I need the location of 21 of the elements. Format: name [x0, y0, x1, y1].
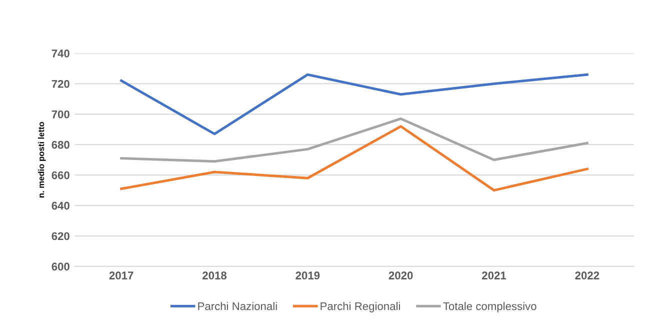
legend-label: Parchi Nazionali: [198, 302, 277, 310]
y-tick-label: 680: [52, 140, 70, 149]
y-tick-label: 660: [52, 171, 70, 180]
line-series: [120, 117, 588, 163]
y-tick-label: 620: [52, 232, 70, 240]
x-tick-label: 2017: [109, 272, 134, 280]
x-tick-label: 2022: [575, 272, 600, 280]
x-tick-label: 2021: [482, 272, 506, 280]
x-tick-label: 2018: [202, 272, 227, 280]
y-axis-title: n. medio posti letto: [38, 122, 46, 198]
x-tick-label: 2019: [296, 272, 320, 280]
line-series: [120, 73, 588, 136]
line-series: [120, 125, 588, 192]
legend-label: Parchi Regionali: [320, 302, 400, 312]
legend-label: Totale complessivo: [443, 302, 536, 312]
y-tick-label: 700: [52, 110, 70, 118]
y-tick-label: 640: [52, 202, 70, 210]
x-tick-label: 2020: [388, 272, 413, 280]
y-tick-label: 740: [52, 50, 70, 58]
y-tick-label: 720: [52, 80, 70, 88]
y-tick-label: 600: [52, 262, 70, 271]
